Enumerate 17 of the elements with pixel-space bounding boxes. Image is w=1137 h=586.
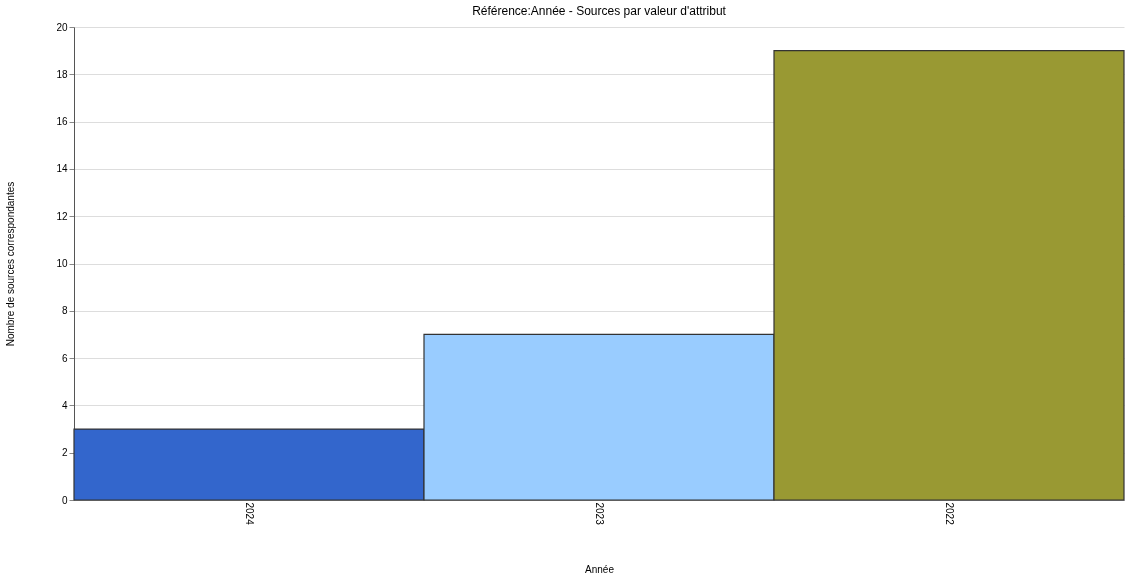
x-axis-title: Année [585,563,615,575]
y-tick-label: 6 [61,352,68,364]
y-tick-label: 8 [61,305,68,317]
y-tick-label: 10 [56,258,68,269]
y-tick-label: 20 [56,21,68,33]
chart-title: Référence:Année - Sources par valeur d'attribut [472,4,727,18]
y-tick-label: 4 [61,399,68,411]
y-tick-label: 14 [56,163,68,175]
x-tick-label: 2022 [944,502,955,526]
y-tick-label: 16 [56,116,68,128]
y-tick-label: 18 [56,68,68,80]
y-tick-label: 12 [56,210,68,222]
y-axis-title: Nombre de sources correspondantes [5,181,17,347]
y-tick-label: 0 [61,494,68,506]
y-tick-label: 2 [61,447,68,459]
x-tick-label: 2024 [244,502,255,526]
x-tick-label: 2023 [594,502,605,526]
